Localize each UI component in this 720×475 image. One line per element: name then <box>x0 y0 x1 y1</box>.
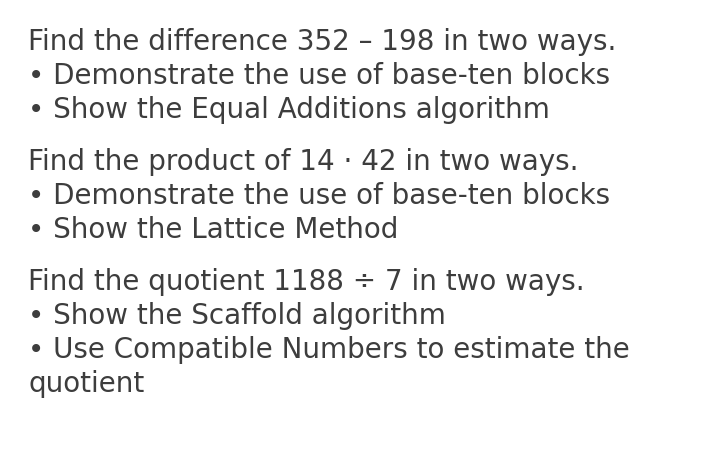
Text: Find the quotient 1188 ÷ 7 in two ways.: Find the quotient 1188 ÷ 7 in two ways. <box>28 268 585 296</box>
Text: • Show the Equal Additions algorithm: • Show the Equal Additions algorithm <box>28 96 550 124</box>
Text: • Show the Lattice Method: • Show the Lattice Method <box>28 216 398 244</box>
Text: Find the difference 352 – 198 in two ways.: Find the difference 352 – 198 in two way… <box>28 28 616 56</box>
Text: Find the product of 14 · 42 in two ways.: Find the product of 14 · 42 in two ways. <box>28 148 578 176</box>
Text: • Show the Scaffold algorithm: • Show the Scaffold algorithm <box>28 302 446 330</box>
Text: • Demonstrate the use of base-ten blocks: • Demonstrate the use of base-ten blocks <box>28 62 610 90</box>
Text: • Use Compatible Numbers to estimate the: • Use Compatible Numbers to estimate the <box>28 336 630 364</box>
Text: • Demonstrate the use of base-ten blocks: • Demonstrate the use of base-ten blocks <box>28 182 610 210</box>
Text: quotient: quotient <box>28 370 144 398</box>
